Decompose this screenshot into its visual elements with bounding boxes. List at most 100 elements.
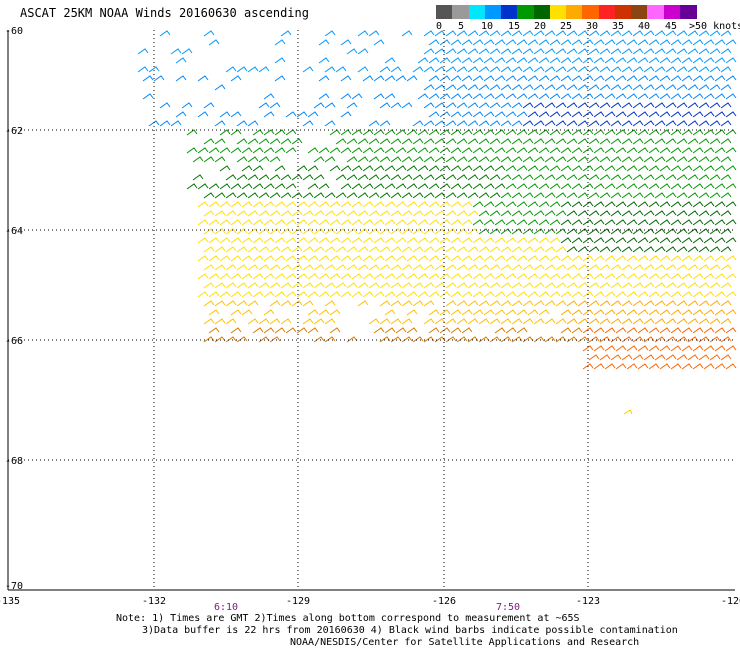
wind-barb [472,165,484,172]
wind-barb [582,183,594,190]
wind-barb [313,174,325,181]
wind-barb [252,237,264,244]
wind-barb [461,57,473,64]
wind-barb [357,66,369,73]
wind-barb [522,66,534,73]
wind-barb [676,246,688,253]
wind-barb [725,327,737,334]
wind-barb [456,318,468,325]
wind-barb [621,192,633,199]
wind-barb [610,102,622,109]
wind-barb [137,66,149,73]
wind-barb [555,30,567,37]
wind-barb [390,282,402,289]
wind-barb [604,129,616,136]
wind-barb [577,264,589,271]
wind-barb [236,192,248,199]
wind-barb [258,192,270,199]
wind-barb [681,93,693,100]
wind-barb [236,228,248,235]
wind-barb [615,201,627,208]
wind-barb [648,57,660,64]
wind-barb [285,147,297,154]
wind-barb [373,183,385,190]
wind-barb [483,57,495,64]
wind-barb [698,84,710,91]
wind-barb [637,75,649,82]
wind-barb [412,192,424,199]
wind-barb [324,156,336,163]
wind-barb [324,120,336,127]
wind-barb [285,237,297,244]
wind-barb [489,282,501,289]
wind-barb [395,291,407,298]
wind-barb [549,291,561,298]
latitude-label: -70 [5,581,23,592]
wind-barb [384,147,396,154]
wind-barb [373,255,385,262]
wind-barb [197,111,209,118]
wind-barb [252,165,264,172]
wind-barb [599,120,611,127]
wind-barb [280,210,292,217]
wind-barb [687,264,699,271]
wind-barb [698,318,710,325]
wind-barb [703,57,715,64]
wind-barb [203,102,215,109]
wind-barb [494,111,506,118]
wind-barb [725,129,737,136]
wind-barb [219,273,231,280]
wind-barb [698,120,710,127]
wind-barb [571,273,583,280]
wind-barb [373,75,385,82]
wind-barb [313,246,325,253]
wind-barb [643,246,655,253]
wind-barb [357,48,369,55]
wind-barb [351,219,363,226]
wind-barb [533,174,545,181]
longitude-label: -123 [576,596,600,607]
wind-barb [560,255,572,262]
wind-barb [571,255,583,262]
wind-barb [236,336,248,343]
wind-barb [302,246,314,253]
wind-barb [703,363,715,370]
wind-barb [555,66,567,73]
wind-barb [395,75,407,82]
wind-barb [643,48,655,55]
wind-barb [483,93,495,100]
wind-barb [500,228,512,235]
wind-barb [511,120,523,127]
wind-barb [648,183,660,190]
legend-label: >50 knots [689,21,740,32]
wind-barb [236,138,248,145]
wind-barb [632,264,644,271]
wind-barb [406,129,418,136]
wind-barb [538,147,550,154]
wind-barb [357,30,369,37]
wind-barb [648,327,660,334]
wind-barb [412,138,424,145]
wind-barb [478,48,490,55]
wind-barb [643,318,655,325]
wind-barb [725,255,737,262]
wind-barb [714,345,726,352]
wind-barb [230,273,242,280]
wind-barb [390,228,402,235]
wind-barb [373,291,385,298]
wind-barb [379,210,391,217]
wind-barb [357,246,369,253]
wind-barb [439,75,451,82]
time-labels: 6:10 7:50 [214,602,520,613]
wind-barb [395,183,407,190]
wind-barb [236,282,248,289]
wind-barb [511,66,523,73]
wind-barb [461,93,473,100]
wind-barb [626,57,638,64]
wind-barb [654,282,666,289]
wind-barb [346,246,358,253]
wind-barb [566,318,578,325]
wind-barb [335,174,347,181]
wind-barb [555,264,567,271]
wind-barb [340,165,352,172]
